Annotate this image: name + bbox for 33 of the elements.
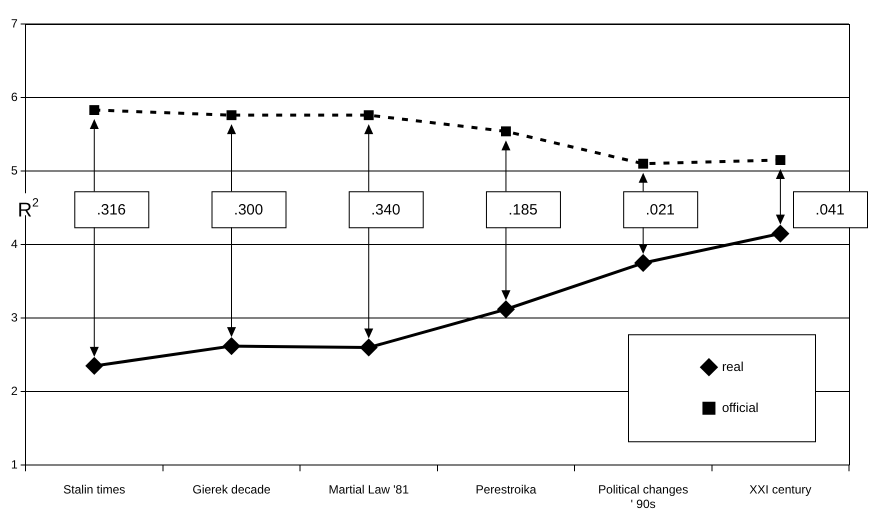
legend-label: official bbox=[722, 400, 759, 415]
x-tick-label: Stalin times bbox=[63, 482, 126, 497]
point bbox=[771, 224, 790, 243]
point bbox=[89, 105, 100, 115]
point bbox=[364, 110, 374, 120]
y-tick-label: 5 bbox=[10, 163, 18, 178]
annotation: .041 bbox=[815, 201, 845, 218]
legend-label: real bbox=[722, 358, 744, 374]
y-tick-label: 2 bbox=[10, 384, 18, 398]
annotation: .185 bbox=[508, 201, 538, 218]
point bbox=[775, 155, 786, 165]
x-tick-label: XXI century bbox=[749, 482, 812, 497]
y-tick-label: 3 bbox=[10, 310, 18, 324]
x-tick-label: Political changes ' 90s bbox=[598, 482, 688, 512]
annotation: .340 bbox=[371, 201, 400, 218]
x-tick-label: Perestroika bbox=[476, 482, 537, 497]
point bbox=[222, 337, 241, 356]
point bbox=[360, 338, 378, 357]
x-tick-label: Gierek decade bbox=[192, 482, 271, 497]
point bbox=[638, 158, 648, 169]
y-tick-label: 1 bbox=[10, 458, 18, 472]
point bbox=[496, 300, 515, 318]
y-tick-label: 6 bbox=[10, 90, 18, 104]
annotation: .316 bbox=[96, 201, 126, 218]
annotation: .300 bbox=[234, 201, 264, 218]
point bbox=[85, 356, 104, 375]
y-tick-label: 4 bbox=[10, 236, 18, 251]
x-tick-label: Martial Law '81 bbox=[328, 482, 410, 497]
point bbox=[501, 126, 511, 136]
annotation: .021 bbox=[646, 201, 675, 218]
point bbox=[634, 254, 652, 272]
y-tick-label: 7 bbox=[10, 16, 18, 30]
point bbox=[226, 110, 236, 120]
